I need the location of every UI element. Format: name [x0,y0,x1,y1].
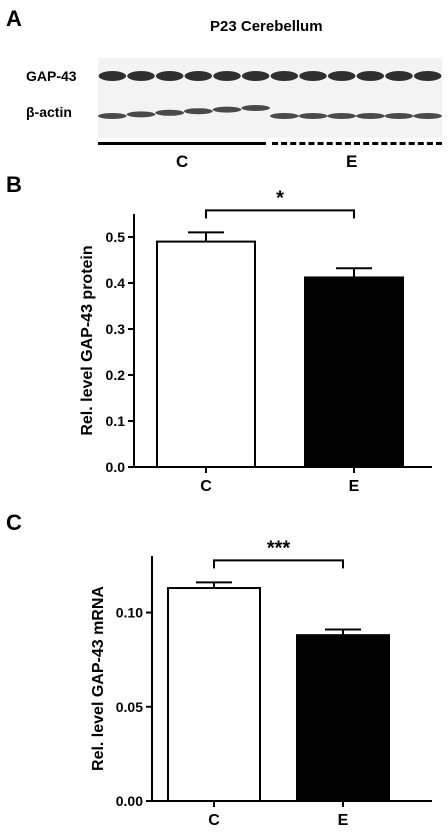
actin-band [126,111,156,118]
blot-title: P23 Cerebellum [210,18,323,35]
gap43-band [385,71,413,81]
gap43-band [299,71,327,81]
gap43-band [155,71,184,81]
blot-row-label-actin: β-actin [26,104,72,120]
actin-band [270,113,299,119]
ethanol-group-line [272,142,442,145]
bar-e [296,634,390,803]
y-axis-label: Rel. level GAP-43 mRNA [90,586,107,771]
actin-band [327,113,356,119]
bar-e [304,276,404,469]
blot-bands [98,71,442,119]
gap43-band [241,71,270,81]
actin-band [356,113,385,119]
x-tick-label-e: E [338,812,349,829]
gap43-band [327,71,356,81]
actin-band [241,105,270,111]
y-tick-label: 0.2 [106,367,126,383]
blot-group-label-e: E [346,152,358,171]
y-tick-label: 0.0 [106,459,126,475]
significance-marker: *** [267,537,291,559]
significance-bracket [205,209,355,219]
bar-c [167,587,261,802]
significance-bracket [213,559,344,569]
y-axis-label: Rel. level GAP-43 protein [79,245,96,435]
gap43-band [213,71,241,81]
actin-band [212,106,242,113]
y-tick-label: 0.00 [116,793,143,809]
x-tick-label-c: C [200,478,212,495]
y-tick-label: 0.1 [106,413,126,429]
panel-b-letter: B [6,172,22,197]
gap43-band [184,71,213,81]
gap43-band [270,71,299,81]
y-tick-label: 0.10 [116,605,143,621]
actin-band [184,108,213,115]
actin-band [413,113,442,119]
y-tick-label: 0.4 [106,275,126,291]
bar-c [156,240,256,468]
y-tick-label: 0.05 [116,699,143,715]
significance-marker: * [276,187,284,209]
x-tick-label-e: E [349,478,360,495]
x-tick-label-c: C [208,812,220,829]
actin-band [155,109,184,116]
actin-band [298,113,328,119]
blot-row-label-gap43: GAP-43 [26,68,77,84]
actin-band [384,113,414,119]
y-tick-label: 0.3 [106,321,126,337]
control-group-line [98,142,266,145]
western-blot-image [98,58,442,138]
gap43-band [413,71,442,81]
actin-band [98,113,127,119]
blot-group-label-c: C [176,152,189,171]
gap43-band [127,71,155,81]
gap43-band [356,71,385,81]
y-tick-label: 0.5 [106,229,126,245]
gap43-band [98,71,127,81]
panel-a-letter: A [6,6,22,31]
panel-c-letter: C [6,510,22,535]
